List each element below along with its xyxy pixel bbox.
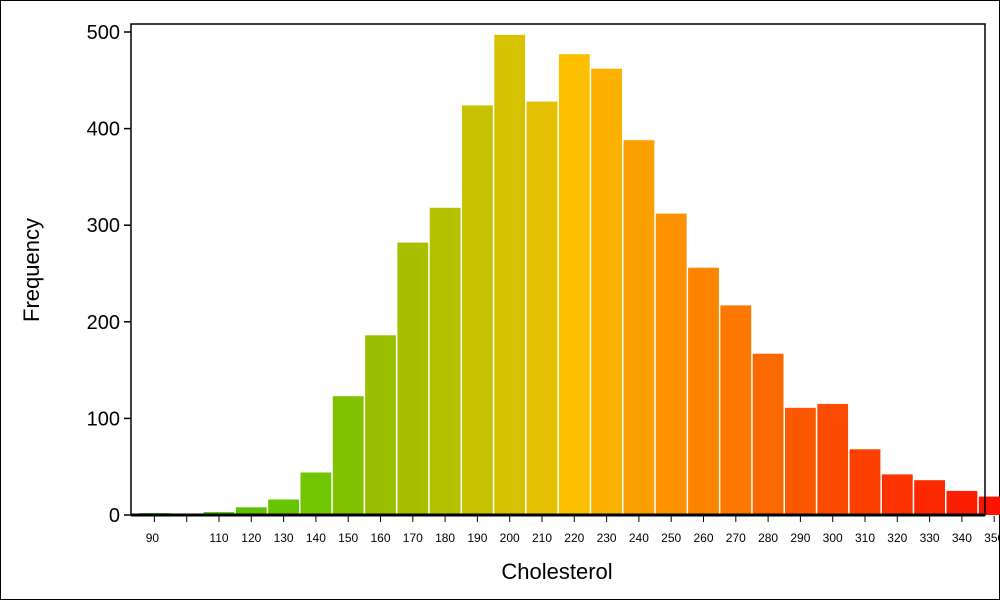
x-tick-label: 240 <box>629 531 649 545</box>
y-tick-label: 400 <box>87 119 120 141</box>
x-tick-label: 260 <box>693 531 713 545</box>
bar-320 <box>881 474 913 515</box>
bar-190 <box>462 105 493 516</box>
bar-230 <box>591 68 622 515</box>
x-tick-label: 310 <box>855 531 875 545</box>
bars-group <box>139 34 1000 516</box>
bar-120 <box>235 507 267 515</box>
bar-200 <box>494 34 526 516</box>
x-tick-label: 170 <box>403 531 423 545</box>
y-tick-label: 0 <box>109 505 120 527</box>
x-tick-label: 320 <box>887 531 907 545</box>
x-tick-label: 300 <box>823 531 843 545</box>
bar-260 <box>688 267 719 515</box>
x-tick-label: 110 <box>209 531 228 545</box>
bar-350 <box>978 496 1000 515</box>
x-axis-label: Cholesterol <box>501 559 612 584</box>
plot-border <box>130 23 986 516</box>
bar-340 <box>946 490 978 515</box>
x-tick-label: 290 <box>790 531 810 545</box>
x-tick-label: 230 <box>597 531 617 545</box>
y-axis-label: Frequency <box>19 218 44 322</box>
y-tick-label: 500 <box>87 22 120 44</box>
x-tick-label: 120 <box>241 531 261 545</box>
x-tick-label: 130 <box>274 531 294 545</box>
x-tick-label: 280 <box>758 531 778 545</box>
y-axis: 0 100 200 300 400 500 <box>87 22 131 527</box>
x-tick-label: 220 <box>564 531 584 545</box>
x-tick-label: 330 <box>920 531 940 545</box>
x-axis: 90 110 120 130 140 150 160 170 180 190 200 210 220 23… <box>146 516 1000 545</box>
bar-130 <box>268 499 299 515</box>
bar-290 <box>785 407 816 515</box>
bar-220 <box>558 54 590 515</box>
bar-140 <box>300 472 332 515</box>
bar-240 <box>623 140 655 515</box>
y-tick-label: 100 <box>87 408 120 430</box>
x-tick-label: 340 <box>952 531 972 545</box>
x-tick-label: 140 <box>306 531 326 545</box>
x-tick-label: 190 <box>467 531 487 545</box>
bar-270 <box>720 305 752 515</box>
bar-210 <box>526 101 558 515</box>
bar-280 <box>752 353 784 515</box>
bar-160 <box>365 335 396 515</box>
bar-170 <box>397 242 429 515</box>
x-tick-label: 200 <box>500 531 520 545</box>
x-tick-label: 160 <box>370 531 390 545</box>
x-tick-label: 270 <box>726 531 746 545</box>
x-tick-label: 150 <box>338 531 358 545</box>
bar-180 <box>429 207 461 516</box>
bar-330 <box>914 480 945 515</box>
y-tick-label: 300 <box>87 215 120 237</box>
x-tick-label: 90 <box>146 531 160 545</box>
bar-250 <box>655 213 687 515</box>
bar-310 <box>849 449 881 515</box>
x-tick-label: 180 <box>435 531 455 545</box>
y-tick-label: 200 <box>87 312 120 334</box>
x-tick-label: 250 <box>661 531 681 545</box>
bar-300 <box>817 403 849 515</box>
bar-150 <box>332 396 364 515</box>
x-tick-label: 210 <box>532 531 552 545</box>
x-tick-label: 350 <box>984 531 1000 545</box>
